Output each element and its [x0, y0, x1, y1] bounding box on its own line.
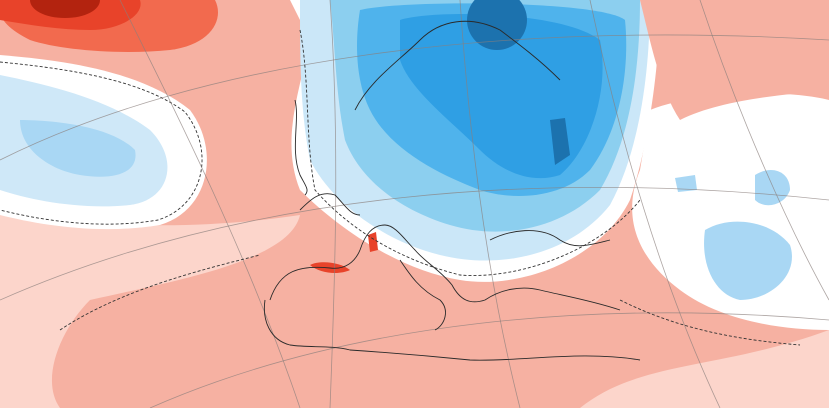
- cold-region: [20, 120, 136, 177]
- graticule: [699, 0, 829, 301]
- graticule: [329, 0, 337, 408]
- coastline: [263, 299, 641, 361]
- warm-region: [368, 232, 378, 252]
- strong-cold-region: [467, 0, 527, 50]
- coastline: [354, 20, 561, 111]
- contour: [59, 254, 261, 331]
- graticule: [589, 0, 721, 408]
- warm-region: [640, 0, 829, 120]
- cold-region: [755, 170, 790, 206]
- zero-contour: [0, 61, 203, 225]
- light-anomaly-region: [0, 205, 300, 408]
- graticule: [0, 34, 829, 161]
- zero-contour: [299, 29, 641, 276]
- coastline: [269, 224, 621, 311]
- strong-warm-region: [30, 0, 100, 18]
- coastline: [294, 99, 308, 196]
- graticule: [119, 0, 301, 408]
- coastline: [399, 259, 446, 331]
- strong-cold-region: [550, 118, 570, 165]
- coastline: [489, 230, 611, 247]
- cold-region: [704, 221, 792, 300]
- light-anomaly-region: [580, 330, 829, 408]
- contour: [619, 299, 801, 346]
- graticule: [0, 187, 829, 301]
- coastline: [299, 193, 361, 216]
- cold-region: [675, 175, 697, 192]
- graticule: [149, 312, 829, 408]
